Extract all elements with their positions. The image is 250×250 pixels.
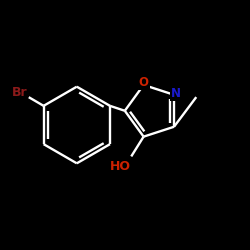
Text: HO: HO bbox=[110, 160, 131, 173]
Text: O: O bbox=[138, 76, 148, 90]
Text: Br: Br bbox=[12, 86, 28, 100]
Text: N: N bbox=[171, 87, 181, 100]
